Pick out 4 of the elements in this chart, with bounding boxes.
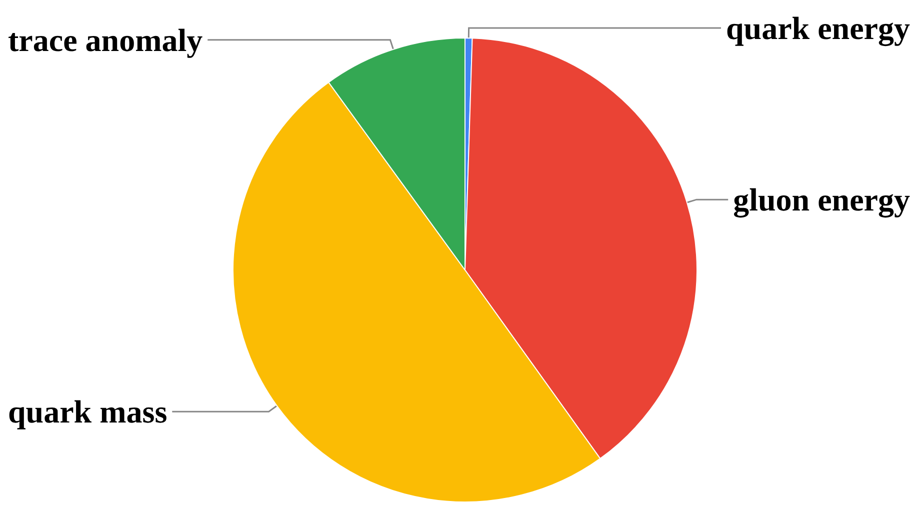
slice-label: gluon energy <box>733 182 910 219</box>
slice-label: quark mass <box>8 394 168 430</box>
slice-label: trace anomaly <box>8 22 203 58</box>
slice-label: quark energy <box>726 10 910 48</box>
